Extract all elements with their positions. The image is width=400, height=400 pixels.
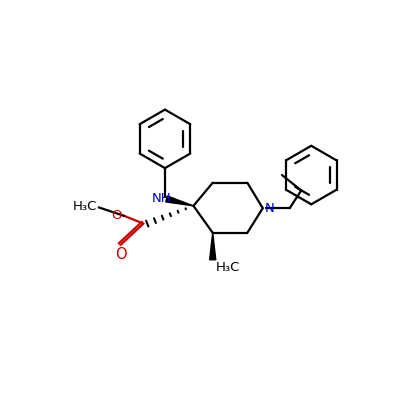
Text: NH: NH <box>152 192 172 206</box>
Text: H₃C: H₃C <box>73 200 97 213</box>
Text: H₃C: H₃C <box>216 261 240 274</box>
Polygon shape <box>166 196 194 206</box>
Polygon shape <box>210 233 216 260</box>
Text: O: O <box>111 208 122 222</box>
Text: N: N <box>264 202 274 216</box>
Text: O: O <box>115 247 127 262</box>
